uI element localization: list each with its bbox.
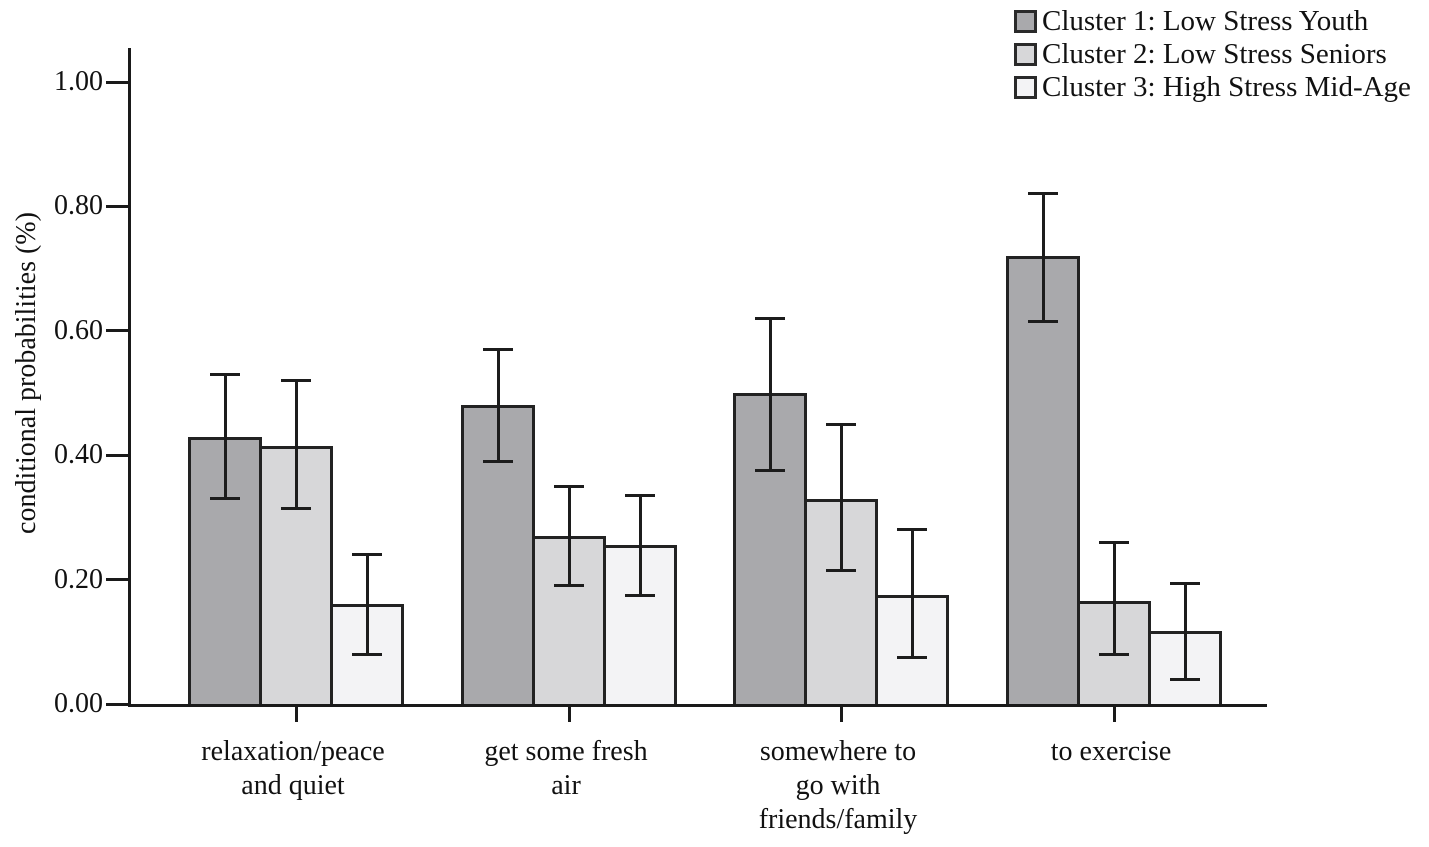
y-tick-label: 0.60 <box>54 314 103 346</box>
error-bar-cap <box>1099 652 1129 656</box>
error-bar-cap <box>281 506 311 510</box>
error-bar-cap <box>210 497 240 501</box>
category-label-line: and quiet <box>241 770 345 801</box>
y-tick-label: 1.00 <box>54 66 103 97</box>
x-axis-tick <box>1112 704 1116 722</box>
y-axis-tick <box>106 80 128 84</box>
legend-item-cluster-1: Cluster 1: Low Stress Youth <box>1014 5 1411 38</box>
error-bar-cap <box>625 593 655 597</box>
category-label: relaxation/peace and quiet <box>133 735 453 803</box>
category-label-line: get some fresh <box>484 736 648 767</box>
error-bar-cap <box>1099 540 1129 544</box>
error-bar-cap <box>483 347 513 351</box>
category-label-line: to exercise <box>1050 736 1172 767</box>
error-bar-cap <box>755 469 785 473</box>
y-axis-tick <box>106 329 128 333</box>
error-bar-cap <box>897 655 927 659</box>
y-axis-title: conditional probabilities (%) <box>11 212 42 534</box>
category-label: somewhere to go with friends/family <box>678 735 998 837</box>
error-bar-line <box>1183 583 1187 680</box>
category-label-line: friends/family <box>758 804 918 835</box>
y-tick-label: 0.40 <box>54 439 103 471</box>
y-axis-tick <box>106 578 128 582</box>
error-bar-cap <box>554 484 584 488</box>
y-axis-tick <box>106 702 128 706</box>
category-label-line: somewhere to <box>759 736 917 767</box>
x-axis-tick <box>839 704 843 722</box>
error-bar-line <box>223 374 227 499</box>
error-bar-cap <box>210 372 240 376</box>
legend-swatch-icon <box>1014 10 1037 33</box>
error-bar-cap <box>1170 582 1200 586</box>
error-bar-cap <box>483 459 513 463</box>
error-bar-line <box>1112 542 1116 655</box>
legend-label: Cluster 1: Low Stress Youth <box>1042 5 1369 37</box>
error-bar-cap <box>755 316 785 320</box>
legend: Cluster 1: Low Stress Youth Cluster 2: Lo… <box>1014 5 1411 104</box>
y-tick-label: 0.80 <box>54 190 103 222</box>
category-label: to exercise <box>951 735 1271 769</box>
error-bar-cap <box>1028 319 1058 323</box>
error-bar-cap <box>625 494 655 498</box>
error-bar-line <box>294 380 298 509</box>
y-axis-tick <box>106 204 128 208</box>
error-bar-line <box>839 424 843 571</box>
legend-item-cluster-2: Cluster 2: Low Stress Seniors <box>1014 38 1411 71</box>
plot-area: 0.00 0.20 0.40 0.60 0.80 1.00 <box>54 48 1267 722</box>
error-bar-line <box>638 495 642 596</box>
x-axis-tick <box>294 704 298 722</box>
error-bar-line <box>1041 193 1045 322</box>
category-label: get some fresh air <box>406 735 726 803</box>
y-tick-label: 0.20 <box>54 563 103 595</box>
error-bar-cap <box>352 553 382 557</box>
category-label-line: go with <box>795 770 881 801</box>
x-axis-tick <box>567 704 571 722</box>
bar-to-exercise-cluster-1 <box>1006 256 1080 704</box>
error-bar-cap <box>554 584 584 588</box>
legend-swatch-icon <box>1014 76 1037 99</box>
y-axis-tick <box>106 453 128 457</box>
error-bar-line <box>768 318 772 471</box>
legend-swatch-icon <box>1014 43 1037 66</box>
error-bar-line <box>910 529 914 658</box>
error-bar-cap <box>826 422 856 426</box>
error-bar-cap <box>1170 677 1200 681</box>
legend-label: Cluster 2: Low Stress Seniors <box>1042 38 1387 70</box>
error-bar-line <box>567 486 571 586</box>
category-label-line: air <box>551 770 581 801</box>
error-bar-cap <box>281 379 311 383</box>
y-tick-label: 0.00 <box>54 688 103 719</box>
error-bar-cap <box>897 528 927 532</box>
error-bar-line <box>365 554 369 655</box>
legend-item-cluster-3: Cluster 3: High Stress Mid-Age <box>1014 71 1411 104</box>
error-bar-cap <box>352 652 382 656</box>
error-bar-cap <box>826 568 856 572</box>
error-bar-line <box>496 349 500 462</box>
legend-label: Cluster 3: High Stress Mid-Age <box>1042 71 1411 103</box>
error-bar-cap <box>1028 192 1058 196</box>
category-label-line: relaxation/peace <box>201 736 385 767</box>
